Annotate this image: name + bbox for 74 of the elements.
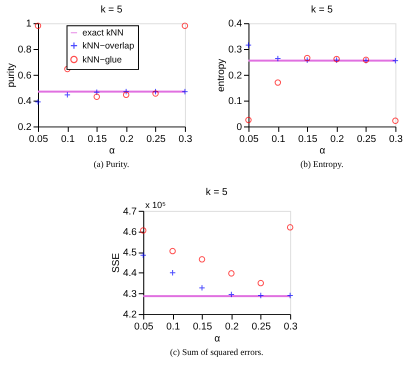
point	[245, 42, 252, 48]
y-tick-label: 0.4	[18, 96, 32, 108]
x-tick-label: 0.15	[88, 134, 108, 145]
point	[258, 280, 264, 286]
x-tick-label: 0.05	[239, 134, 260, 145]
y-tick-label: 1	[26, 18, 32, 30]
point	[64, 92, 71, 98]
chart-title: k = 5	[206, 186, 228, 198]
x-tick-label: 0.05	[134, 321, 154, 332]
point	[94, 94, 100, 100]
point	[228, 291, 235, 298]
x-tick-label: 0.05	[28, 134, 49, 145]
point	[122, 92, 130, 98]
point	[228, 270, 235, 277]
point	[182, 22, 188, 29]
x-tick-label: 0.15	[298, 134, 318, 145]
point	[140, 252, 146, 258]
text: (c) Sum of squared errors.	[170, 346, 264, 357]
y-tick-label: 4.3	[122, 288, 138, 300]
chart-title: k = 5	[100, 4, 123, 16]
y-tick-label: 4.2	[122, 310, 138, 321]
text: (b) Entropy.	[300, 159, 344, 170]
point	[274, 55, 282, 62]
y-tick-label: 0	[236, 122, 242, 133]
x-tick-label: 0.25	[252, 321, 272, 332]
y-tick-label: 0.1	[228, 96, 242, 108]
legend-label: kNN−glue	[82, 54, 122, 64]
legend-label: kNN−overlap	[82, 40, 134, 51]
x-tick-label: 0.3	[284, 321, 298, 332]
legend-label: exact kNN	[82, 28, 124, 38]
y-axis-title: SSE	[111, 252, 122, 273]
point	[198, 284, 206, 292]
y-tick-label: 0.2	[228, 70, 242, 82]
x-tick-label: 0.1	[166, 321, 180, 332]
point	[245, 116, 252, 124]
y-tick-label: 4.4	[122, 268, 138, 280]
y-tick-label: 4.7	[122, 206, 138, 218]
y-tick-label: 0.8	[18, 44, 32, 56]
text: (a) Purity.	[94, 159, 130, 170]
y-tick-label: 0.3	[228, 44, 242, 56]
chart-title: k = 5	[311, 4, 334, 16]
y-tick-label: 4.5	[122, 248, 138, 259]
point	[34, 98, 42, 106]
x-tick-label: 0.3	[178, 134, 193, 145]
x-tick-label: 0.25	[356, 134, 377, 145]
y-axis-title: purity	[6, 63, 17, 88]
point	[94, 89, 100, 96]
x-axis-title: α	[320, 146, 326, 157]
point	[258, 292, 264, 299]
point	[122, 88, 130, 95]
point	[140, 227, 146, 234]
x-tick-label: 0.1	[60, 134, 76, 145]
x-axis-title: α	[214, 333, 220, 344]
point	[274, 79, 282, 86]
point	[169, 270, 176, 276]
x-axis-title: α	[109, 146, 116, 157]
x-tick-label: 0.15	[192, 321, 213, 332]
y-axis-title: entropy	[216, 58, 228, 92]
y-tick-label: 4.6	[122, 226, 138, 238]
y-tick-label: 0.6	[18, 70, 32, 82]
x-tick-label: 0.3	[388, 134, 404, 145]
point	[286, 292, 294, 299]
point	[182, 88, 188, 95]
y-tick-label: 0.2	[18, 122, 32, 133]
x-tick-label: 0.2	[330, 134, 344, 145]
x-tick-label: 0.1	[271, 134, 286, 145]
x-tick-label: 0.25	[146, 134, 166, 145]
point	[169, 248, 176, 254]
y-tick-label: 0.4	[228, 18, 242, 30]
point	[392, 118, 399, 124]
point	[286, 224, 294, 231]
point	[198, 256, 206, 263]
point	[392, 57, 399, 64]
text: x 10⁵	[145, 200, 166, 210]
